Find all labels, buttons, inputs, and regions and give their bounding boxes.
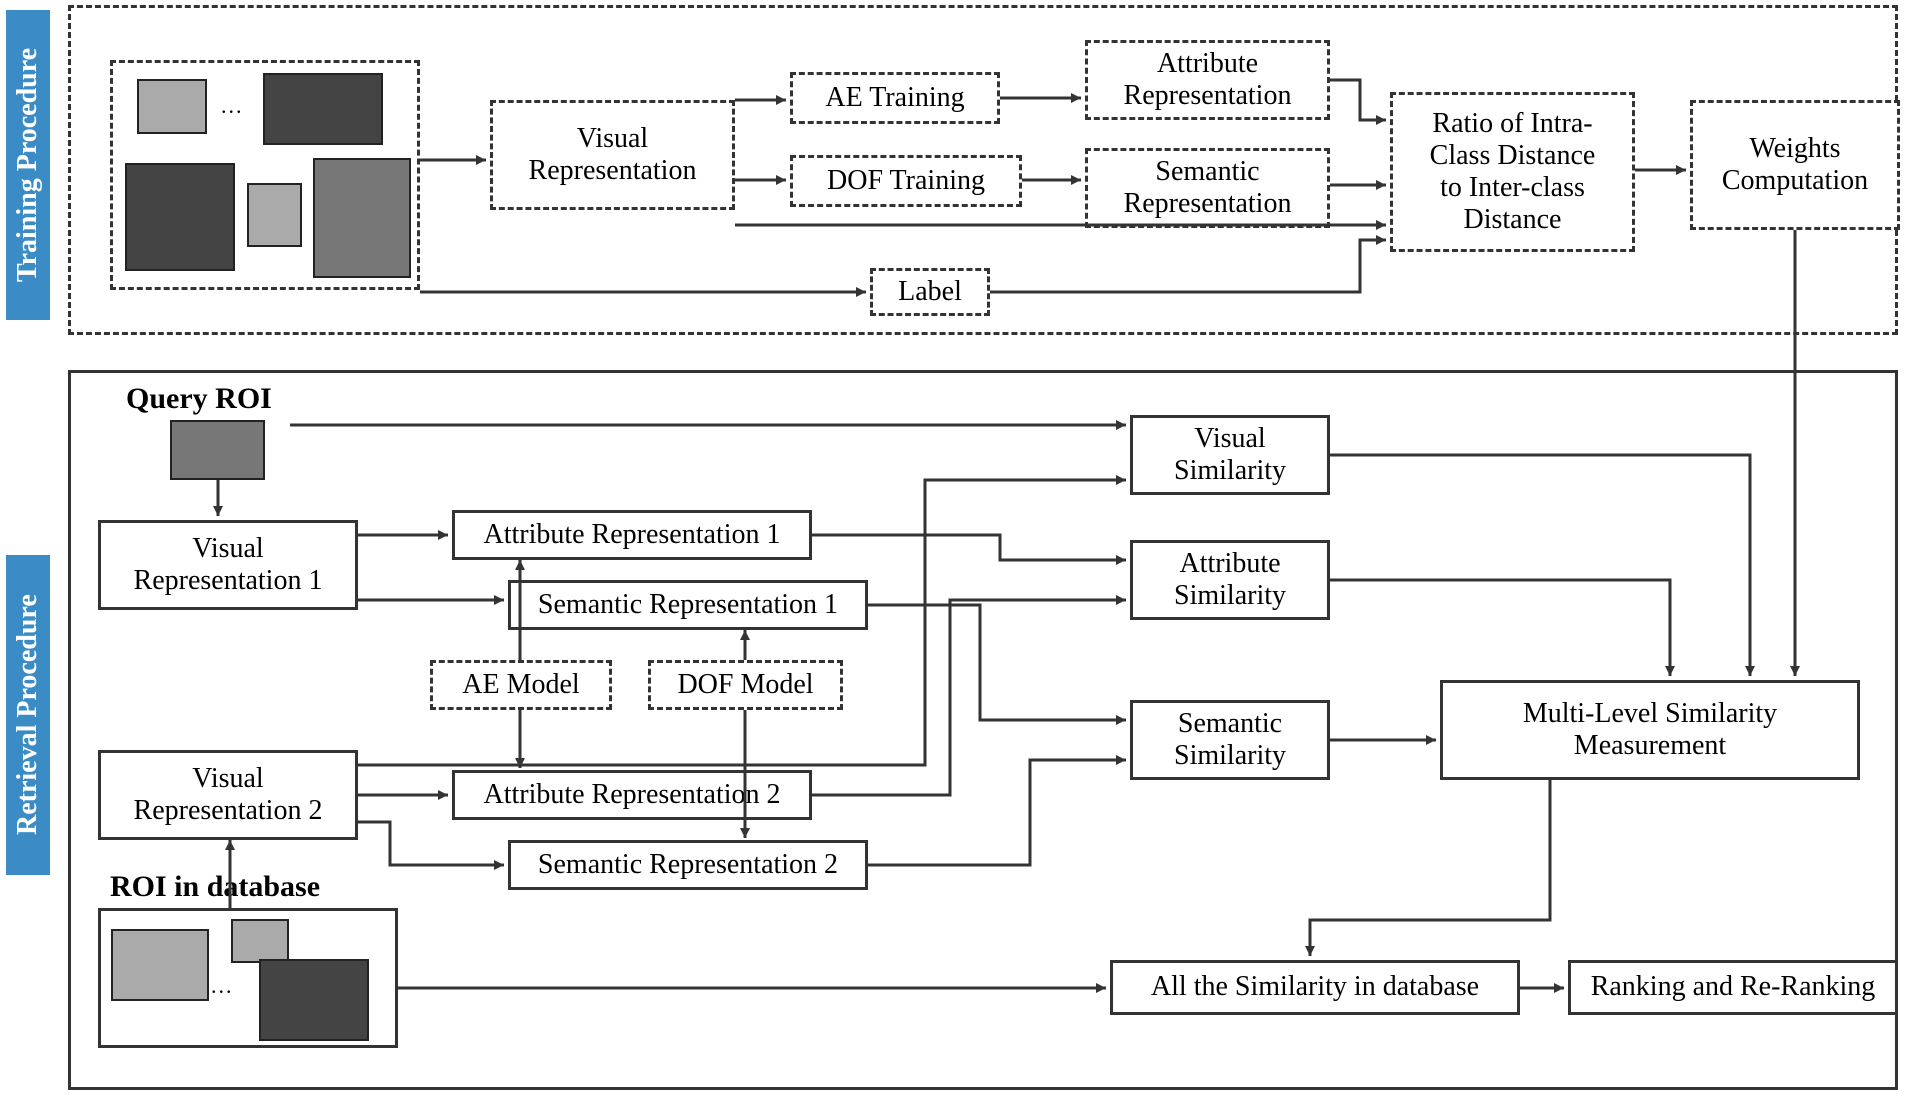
sample-image (125, 163, 235, 271)
visual-representation-1-node: VisualRepresentation 1 (98, 520, 358, 610)
training-image-cluster: ... (110, 60, 420, 290)
label-node: Label (870, 268, 990, 316)
sample-image (247, 183, 302, 247)
ae-training-node: AE Training (790, 72, 1000, 124)
semantic-representation-2-node: Semantic Representation 2 (508, 840, 868, 890)
visual-similarity-node: VisualSimilarity (1130, 415, 1330, 495)
weights-computation-node: WeightsComputation (1690, 100, 1900, 230)
query-roi-image (170, 420, 265, 480)
retrieval-section-label: Retrieval Procedure (6, 555, 50, 875)
visual-representation-2-node: VisualRepresentation 2 (98, 750, 358, 840)
multi-level-similarity-measurement-node: Multi-Level SimilarityMeasurement (1440, 680, 1860, 780)
semantic-representation-1-node: Semantic Representation 1 (508, 580, 868, 630)
ellipsis: ... (221, 93, 244, 118)
sample-image (259, 959, 369, 1041)
sample-image (313, 158, 411, 278)
ellipsis: ... (211, 973, 234, 998)
ratio-node: Ratio of Intra-Class Distanceto Inter-cl… (1390, 92, 1635, 252)
sample-image (137, 79, 207, 134)
query-roi-label: Query ROI (126, 382, 272, 416)
attribute-representation-2-node: Attribute Representation 2 (452, 770, 812, 820)
attribute-representation-1-node: Attribute Representation 1 (452, 510, 812, 560)
semantic-similarity-node: SemanticSimilarity (1130, 700, 1330, 780)
roi-database-image-cluster: ... (98, 908, 398, 1048)
sample-image (231, 919, 289, 963)
sample-image (111, 929, 209, 1001)
ranking-and-reranking-node: Ranking and Re-Ranking (1568, 960, 1898, 1015)
attribute-representation-node: AttributeRepresentation (1085, 40, 1330, 120)
semantic-representation-node: SemanticRepresentation (1085, 148, 1330, 228)
sample-image (263, 73, 383, 145)
all-similarity-in-database-node: All the Similarity in database (1110, 960, 1520, 1015)
diagram-container: Training Procedure ... VisualRepresentat… (50, 0, 1920, 1102)
roi-in-database-label: ROI in database (110, 870, 320, 904)
dof-model-node: DOF Model (648, 660, 843, 710)
dof-training-node: DOF Training (790, 155, 1022, 207)
attribute-similarity-node: AttributeSimilarity (1130, 540, 1330, 620)
ae-model-node: AE Model (430, 660, 612, 710)
training-section-label: Training Procedure (6, 10, 50, 320)
visual-representation-node: VisualRepresentation (490, 100, 735, 210)
